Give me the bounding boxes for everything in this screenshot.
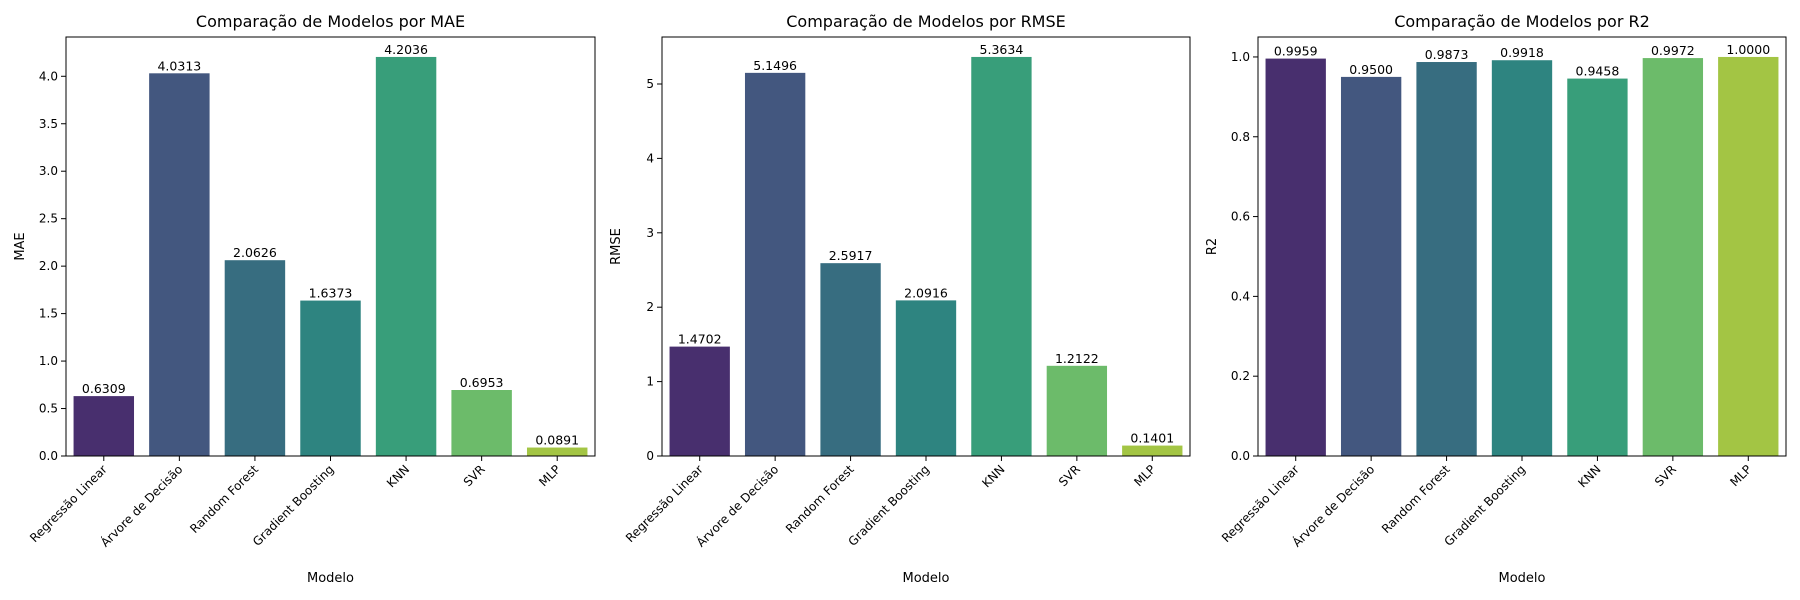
bar-6	[451, 390, 512, 456]
y-tick-label: 0	[646, 449, 654, 463]
value-label: 1.2122	[1055, 351, 1099, 366]
y-tick-label: 0.5	[39, 402, 58, 416]
bar-1	[669, 346, 730, 456]
bar-5	[971, 56, 1032, 456]
value-label: 0.1401	[1130, 431, 1174, 446]
chart-1: 0.6309 4.0313 2.0626 1.6373 4.2036 0.6953 0.08…	[13, 12, 596, 586]
x-tick-label: Árvore de Decisão	[1289, 462, 1377, 550]
chart-title: Comparação de Modelos por RMSE	[786, 12, 1066, 31]
bar-2	[744, 72, 806, 457]
y-tick-label: 0.2	[1231, 369, 1250, 383]
x-axis-label: Modelo	[1499, 571, 1546, 586]
bar-3	[224, 260, 286, 456]
y-tick-label: 3.5	[39, 117, 58, 131]
bar-7	[1122, 445, 1183, 456]
y-tick-label: 0.0	[1231, 449, 1250, 463]
value-label: 2.5917	[829, 248, 873, 263]
bar-5	[1567, 78, 1628, 456]
y-tick-label: 0.6	[1231, 210, 1250, 224]
bar-3	[1416, 62, 1477, 457]
x-tick-label: Regressão Linear	[27, 462, 110, 545]
y-tick-label: 2	[646, 300, 654, 314]
bar-4	[300, 300, 361, 456]
bar-4	[895, 300, 957, 456]
value-label: 1.4702	[678, 332, 722, 347]
y-tick-label: 4	[646, 151, 654, 165]
value-label: 2.0916	[904, 285, 948, 300]
bar-6	[1642, 58, 1704, 456]
y-tick-label: 3.0	[39, 164, 58, 178]
y-tick-label: 5	[646, 77, 654, 91]
value-label: 0.9959	[1274, 44, 1318, 59]
x-tick-label: MLP	[1727, 462, 1754, 489]
x-axis-label: Modelo	[307, 571, 354, 586]
chart-2: 1.4702 5.1496 2.5917 2.0916 5.3634 1.2122 0.14…	[609, 12, 1191, 586]
value-label: 4.0313	[157, 58, 201, 73]
y-tick-label: 3	[646, 226, 654, 240]
x-tick-label: Árvore de Decisão	[693, 462, 781, 550]
x-tick-label: KNN	[1575, 462, 1603, 490]
bar-7	[526, 447, 588, 456]
bar-4	[1491, 60, 1553, 456]
x-tick-label: MLP	[1131, 462, 1158, 489]
chart-title: Comparação de Modelos por MAE	[196, 12, 465, 31]
bar-7	[1718, 56, 1779, 456]
value-label: 5.1496	[753, 58, 797, 73]
value-label: 0.9918	[1500, 45, 1544, 60]
y-tick-label: 2.0	[39, 259, 58, 273]
y-tick-label: 1.0	[39, 354, 58, 368]
x-tick-label: SVR	[1652, 462, 1679, 489]
bar-5	[375, 56, 437, 456]
value-label: 0.9500	[1349, 62, 1393, 77]
x-tick-label: SVR	[461, 462, 488, 489]
chart-title: Comparação de Modelos por R2	[1394, 12, 1650, 31]
bar-2	[149, 73, 210, 456]
bar-2	[1340, 76, 1402, 457]
x-tick-label: Regressão Linear	[623, 462, 706, 545]
bar-3	[820, 263, 881, 456]
value-label: 1.0000	[1726, 42, 1770, 57]
bar-6	[1046, 365, 1108, 456]
x-tick-label: Random Forest	[783, 462, 857, 536]
x-tick-label: SVR	[1056, 462, 1083, 489]
y-tick-label: 0.0	[39, 449, 58, 463]
x-tick-label: Random Forest	[187, 462, 261, 536]
y-tick-label: 0.8	[1231, 130, 1250, 144]
y-axis-label: RMSE	[609, 228, 624, 265]
x-tick-label: Gradient Boosting	[250, 462, 337, 549]
value-label: 0.6953	[460, 375, 504, 390]
value-label: 2.0626	[233, 245, 277, 260]
y-tick-label: 2.5	[39, 212, 58, 226]
bar-1	[1265, 58, 1326, 457]
value-label: 0.6309	[82, 381, 126, 396]
y-tick-label: 0.4	[1231, 289, 1250, 303]
x-tick-label: MLP	[536, 462, 563, 489]
value-label: 0.9873	[1425, 47, 1469, 62]
x-tick-label: Regressão Linear	[1219, 462, 1302, 545]
y-tick-label: 1.0	[1231, 50, 1250, 64]
value-label: 5.3634	[980, 42, 1024, 57]
value-label: 4.2036	[384, 42, 428, 57]
y-tick-label: 4.0	[39, 69, 58, 83]
y-axis-label: R2	[1205, 238, 1220, 255]
y-axis-label: MAE	[13, 232, 28, 260]
value-label: 0.0891	[535, 433, 579, 448]
x-tick-label: KNN	[384, 462, 412, 490]
x-axis-label: Modelo	[903, 571, 950, 586]
y-tick-label: 1.5	[39, 307, 58, 321]
x-tick-label: Gradient Boosting	[1442, 462, 1529, 549]
x-tick-label: KNN	[979, 462, 1007, 490]
value-label: 1.6373	[309, 286, 353, 301]
bar-1	[73, 396, 135, 456]
x-tick-label: Random Forest	[1379, 462, 1453, 536]
x-tick-label: Árvore de Decisão	[97, 462, 185, 550]
value-label: 0.9458	[1576, 64, 1620, 79]
y-tick-label: 1	[646, 375, 654, 389]
value-label: 0.9972	[1651, 43, 1695, 58]
x-tick-label: Gradient Boosting	[846, 462, 933, 549]
